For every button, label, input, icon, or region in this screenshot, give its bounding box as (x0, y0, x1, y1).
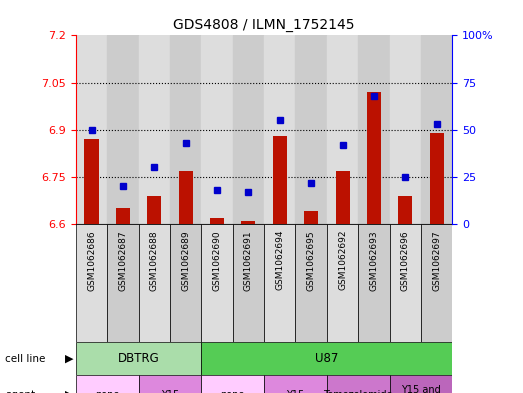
Text: GSM1062695: GSM1062695 (306, 230, 316, 290)
Bar (273, 136, 287, 224)
Bar (264, 375, 327, 393)
Bar (264, 35, 295, 224)
Bar (390, 375, 452, 393)
Text: GSM1062693: GSM1062693 (369, 230, 379, 290)
Bar (390, 35, 421, 224)
Bar (139, 35, 170, 224)
Text: GSM1062688: GSM1062688 (150, 230, 159, 290)
Bar (139, 375, 201, 393)
Bar (178, 171, 192, 224)
Bar (430, 133, 444, 224)
Bar (201, 375, 264, 393)
Bar (84, 139, 98, 224)
Text: GSM1062687: GSM1062687 (118, 230, 128, 290)
Bar (421, 224, 452, 342)
Text: U87: U87 (315, 352, 338, 365)
Text: GSM1062697: GSM1062697 (432, 230, 441, 290)
Text: agent: agent (5, 390, 36, 393)
Bar (170, 224, 201, 342)
Text: Y15: Y15 (287, 390, 304, 393)
Bar (76, 342, 201, 375)
Bar (336, 171, 349, 224)
Text: none: none (95, 390, 119, 393)
Text: GSM1062694: GSM1062694 (275, 230, 285, 290)
Bar (76, 35, 107, 224)
Bar (107, 224, 139, 342)
Text: ▶: ▶ (65, 354, 74, 364)
Bar (201, 35, 233, 224)
Bar (295, 224, 327, 342)
Bar (390, 224, 421, 342)
Bar (233, 224, 264, 342)
Bar (327, 224, 358, 342)
Bar (170, 35, 201, 224)
Bar (139, 224, 170, 342)
Bar (76, 224, 107, 342)
Bar (358, 35, 390, 224)
Bar (327, 35, 358, 224)
Bar (358, 224, 390, 342)
Bar (116, 208, 130, 224)
Bar (399, 196, 412, 224)
Text: GSM1062690: GSM1062690 (212, 230, 222, 290)
Bar (304, 211, 318, 224)
Text: Y15 and
Temozolomide: Y15 and Temozolomide (386, 385, 456, 393)
Bar (201, 224, 233, 342)
Text: Temozolomide: Temozolomide (324, 390, 393, 393)
Bar (327, 375, 390, 393)
Text: GSM1062686: GSM1062686 (87, 230, 96, 290)
Text: GSM1062689: GSM1062689 (181, 230, 190, 290)
Bar (76, 375, 139, 393)
Bar (242, 221, 256, 224)
Text: Y15: Y15 (161, 390, 179, 393)
Text: none: none (221, 390, 245, 393)
Bar (201, 342, 452, 375)
Text: GSM1062691: GSM1062691 (244, 230, 253, 290)
Bar (264, 224, 295, 342)
Bar (295, 35, 327, 224)
Bar (210, 218, 224, 224)
Bar (107, 35, 139, 224)
Text: cell line: cell line (5, 354, 46, 364)
Bar (147, 196, 161, 224)
Text: GSM1062692: GSM1062692 (338, 230, 347, 290)
Text: GSM1062696: GSM1062696 (401, 230, 410, 290)
Bar (367, 92, 381, 224)
Text: DBTRG: DBTRG (118, 352, 160, 365)
Bar (233, 35, 264, 224)
Title: GDS4808 / ILMN_1752145: GDS4808 / ILMN_1752145 (173, 18, 355, 31)
Text: ▶: ▶ (65, 390, 74, 393)
Bar (421, 35, 452, 224)
